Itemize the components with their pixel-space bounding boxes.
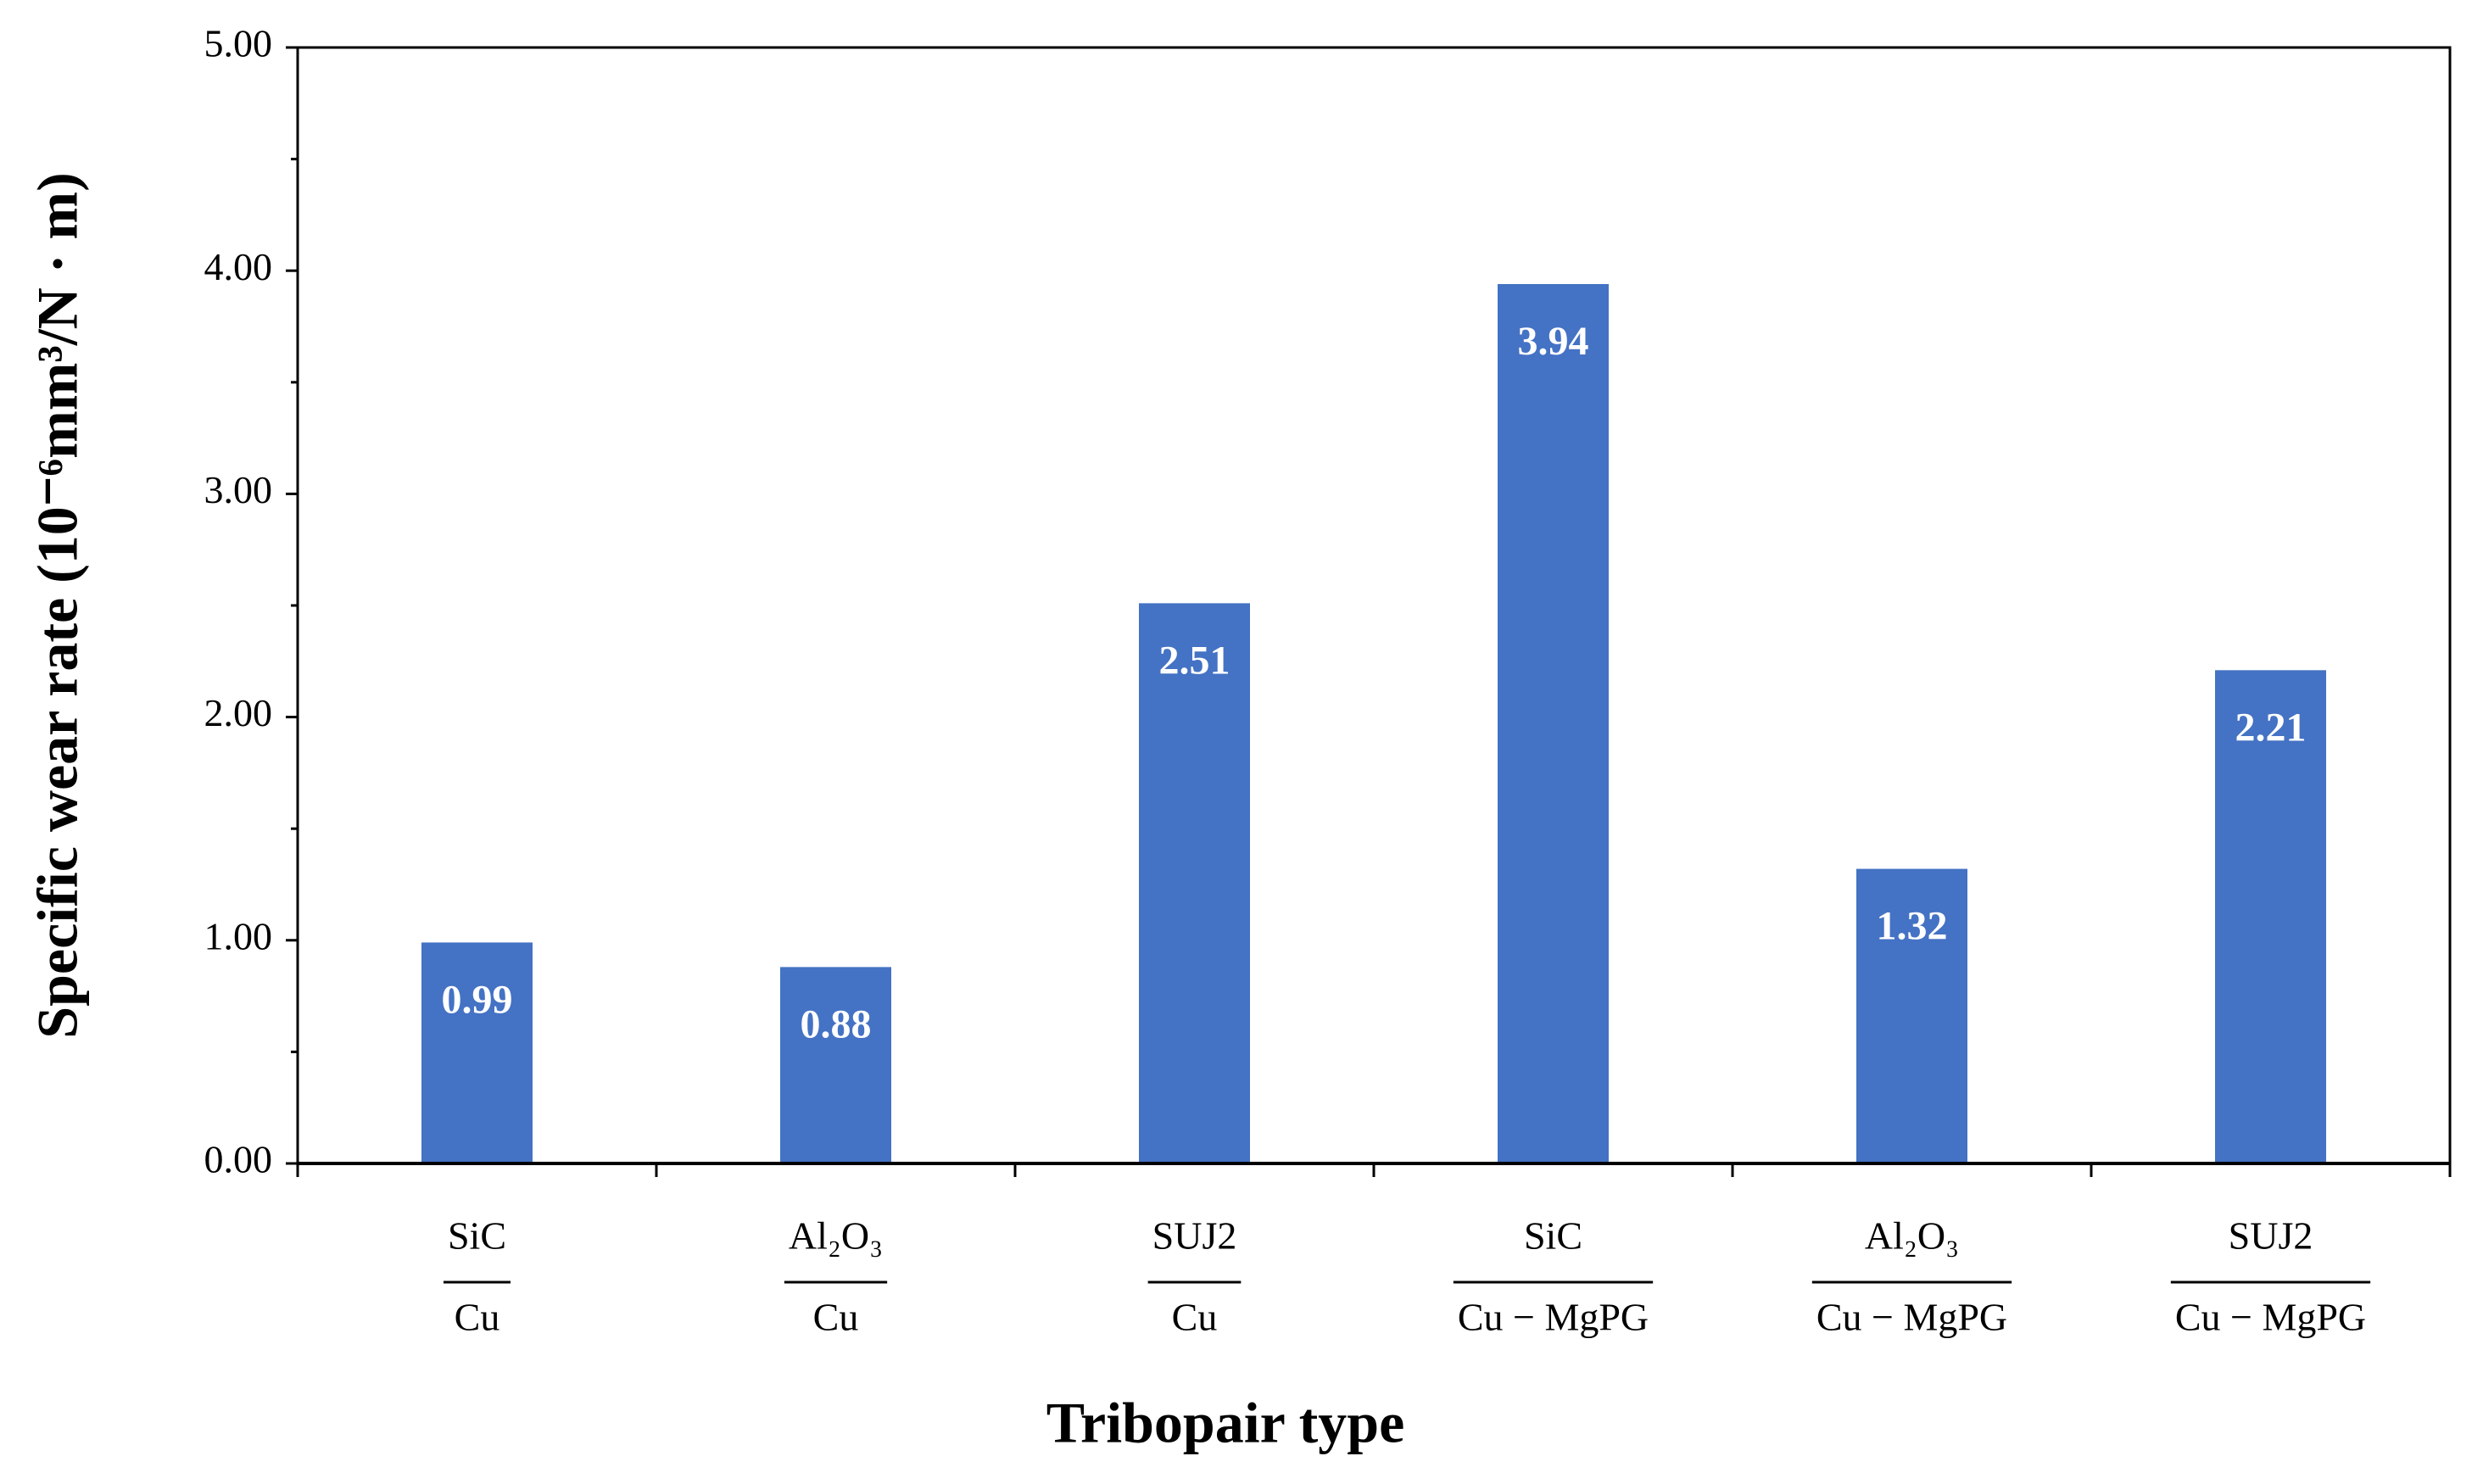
y-tick-label: 0.00 [204,1138,273,1181]
category-denominator: Cu [455,1296,500,1339]
x-axis-title: Tribopair type [1046,1391,1405,1455]
category-denominator: Cu − MgPG [2175,1296,2366,1339]
value-label: 1.32 [1877,904,1948,949]
value-label: 0.88 [801,1001,872,1046]
y-axis-title: Specific wear rate (10⁻⁶mm³/N · m) [25,172,90,1038]
plot-frame [296,46,2452,1165]
category-numerator: Al₂O₃ [1865,1214,1959,1258]
bar [1498,283,1609,1164]
category-denominator: Cu − MgPG [1458,1296,1649,1339]
category-denominator: Cu − MgPG [1816,1296,2007,1339]
category-numerator: SiC [448,1214,506,1258]
bar [1139,603,1250,1163]
category-numerator: SiC [1524,1214,1582,1258]
y-tick-label: 5.00 [204,22,273,65]
bar [2215,670,2326,1163]
y-tick-label: 3.00 [204,468,273,511]
bar [421,942,533,1163]
category-numerator: Al₂O₃ [789,1214,883,1258]
value-label: 3.94 [1518,319,1589,364]
category-numerator: SUJ2 [1152,1214,1237,1258]
y-tick-label: 2.00 [204,691,273,734]
category-denominator: Cu [1172,1296,1218,1339]
y-tick-label: 4.00 [204,245,273,288]
value-label: 0.99 [442,977,513,1022]
bar [1856,868,1967,1163]
category-numerator: SUJ2 [2229,1214,2313,1258]
bar [780,967,891,1163]
value-label: 2.21 [2235,705,2307,750]
category-denominator: Cu [813,1296,859,1339]
y-tick-label: 1.00 [204,914,273,957]
value-label: 2.51 [1159,638,1230,683]
